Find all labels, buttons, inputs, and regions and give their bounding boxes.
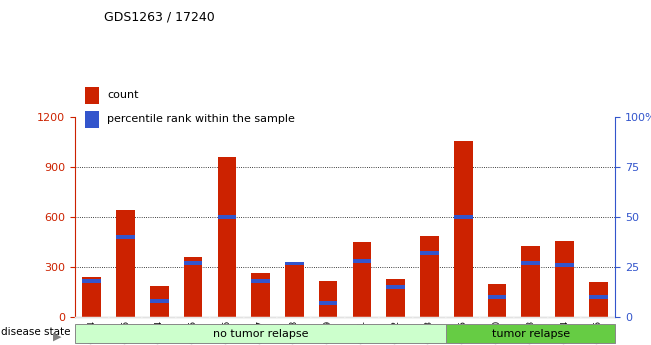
Bar [589, 295, 607, 299]
Bar [150, 286, 169, 317]
Text: disease state: disease state [1, 327, 70, 337]
Text: count: count [107, 90, 139, 100]
Bar [117, 235, 135, 239]
Bar [251, 279, 270, 284]
Bar [117, 210, 135, 317]
Text: GDS1263 / 17240: GDS1263 / 17240 [104, 10, 215, 23]
Bar [454, 215, 473, 219]
Bar [217, 157, 236, 317]
Bar [447, 324, 615, 343]
Bar [454, 141, 473, 317]
Bar [285, 263, 303, 265]
Bar [353, 242, 371, 317]
Bar [387, 285, 405, 289]
Bar [488, 284, 506, 317]
Bar [387, 279, 405, 317]
Bar [251, 273, 270, 317]
Text: percentile rank within the sample: percentile rank within the sample [107, 115, 296, 124]
Bar [75, 324, 447, 343]
Bar [555, 263, 574, 267]
Bar [83, 277, 101, 317]
Bar [555, 241, 574, 317]
Bar [420, 236, 439, 317]
Bar [319, 301, 337, 305]
Bar [285, 262, 303, 317]
Text: ▶: ▶ [53, 332, 62, 342]
Bar [184, 257, 202, 317]
Bar [150, 299, 169, 304]
Text: tumor relapse: tumor relapse [492, 329, 570, 339]
Bar [83, 279, 101, 284]
Text: no tumor relapse: no tumor relapse [213, 329, 309, 339]
Bar [589, 282, 607, 317]
Bar [488, 295, 506, 299]
Bar [184, 261, 202, 265]
Bar [319, 281, 337, 317]
Bar [420, 251, 439, 255]
Bar [353, 259, 371, 264]
Bar [521, 261, 540, 265]
Bar [217, 215, 236, 219]
Bar [521, 246, 540, 317]
